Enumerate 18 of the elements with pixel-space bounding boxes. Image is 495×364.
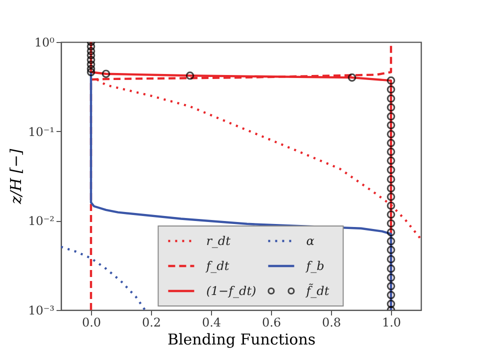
x-tick-label: 0.4 xyxy=(202,316,222,330)
y-tick-label: 10⁰ xyxy=(34,36,55,50)
legend-label: f_dt xyxy=(205,259,230,273)
x-axis-title: Blending Functions xyxy=(167,330,316,348)
legend-label: r_dt xyxy=(206,234,231,248)
x-tick-label: 0.6 xyxy=(262,316,282,330)
x-tick-label: 0.0 xyxy=(82,316,102,330)
x-tick-label: 1.0 xyxy=(382,316,402,330)
y-axis-title: z/H [−] xyxy=(7,148,26,206)
legend-label: α xyxy=(306,234,314,248)
legend-label: f̃_dt xyxy=(305,283,330,298)
y-tick-label: 10⁻² xyxy=(28,214,55,228)
legend-label: (1−f_dt) xyxy=(206,284,257,298)
legend-label: f_b xyxy=(305,259,324,273)
y-tick-label: 10⁻³ xyxy=(28,304,55,318)
x-tick-label: 0.2 xyxy=(142,316,162,330)
y-tick-label: 10⁻¹ xyxy=(28,124,54,139)
x-tick-label: 0.8 xyxy=(322,316,342,330)
